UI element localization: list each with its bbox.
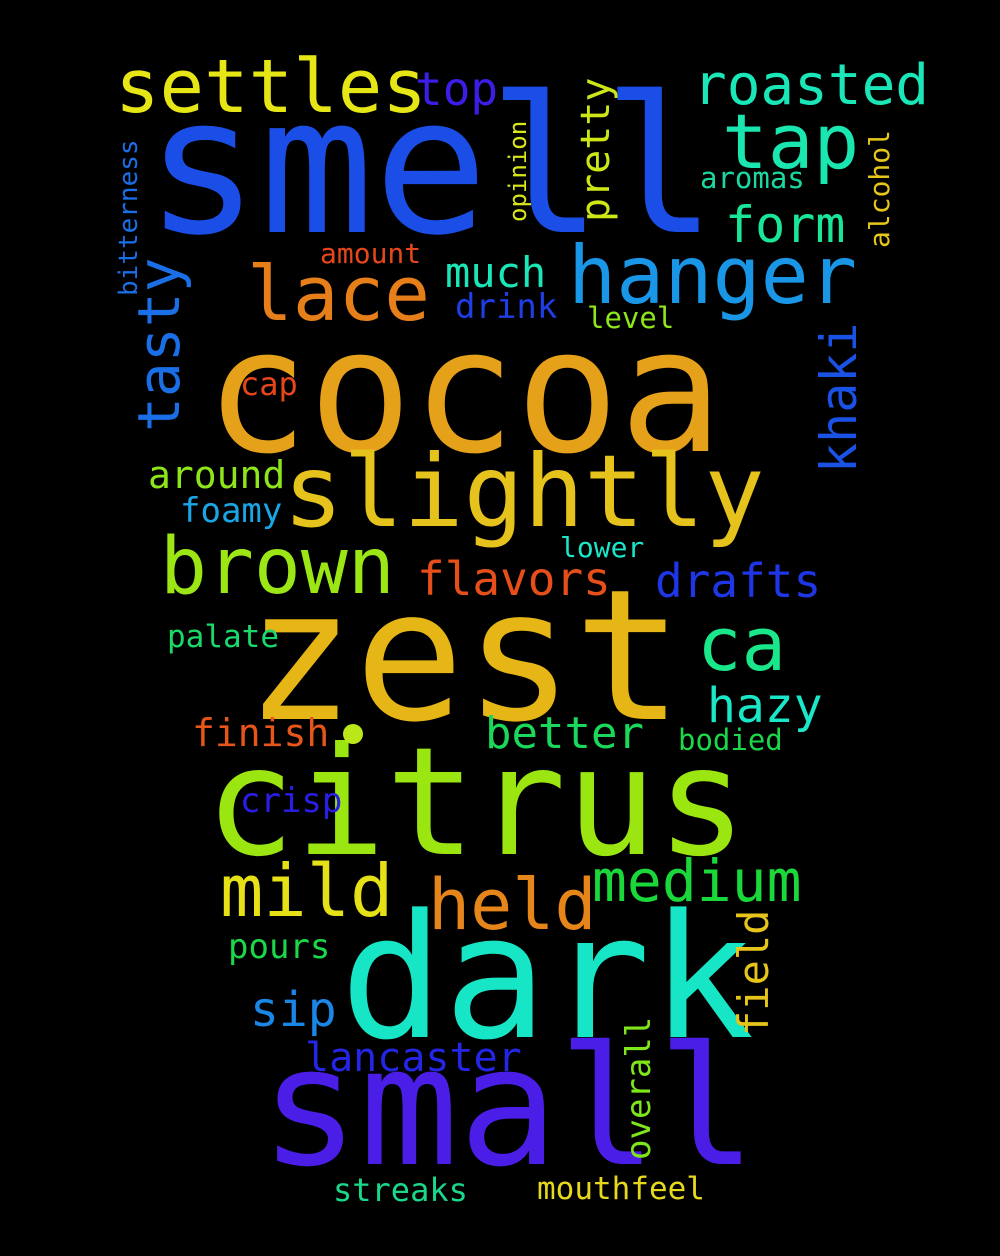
word-level: level bbox=[587, 301, 675, 335]
word-palate: palate bbox=[167, 619, 279, 655]
word-bitterness: bitterness bbox=[114, 139, 144, 296]
word-form: form bbox=[725, 196, 846, 254]
word-around: around bbox=[148, 453, 286, 497]
word-dark: dark bbox=[340, 877, 755, 1078]
word-hazy: hazy bbox=[707, 678, 823, 734]
word-mild: mild bbox=[220, 849, 394, 933]
word-cocoa: cocoa bbox=[205, 291, 723, 492]
word-khaki: khaki bbox=[810, 322, 868, 473]
word-ca: ca bbox=[697, 602, 787, 688]
word-citrus: citrus bbox=[205, 716, 747, 890]
word-drafts: drafts bbox=[655, 554, 822, 608]
word-finish: finish bbox=[192, 711, 330, 755]
word-slightly: slightly bbox=[283, 433, 765, 550]
word-lace: lace bbox=[247, 249, 431, 338]
word-cap: cap bbox=[240, 365, 298, 403]
word-flavors: flavors bbox=[417, 552, 611, 606]
word-bodied: bodied bbox=[678, 723, 783, 757]
word-crisp: crisp bbox=[240, 781, 343, 821]
word-hanger: hanger bbox=[568, 229, 857, 322]
word-drink: drink bbox=[455, 287, 558, 327]
word-brown: brown bbox=[160, 522, 395, 612]
word-small: small bbox=[260, 1011, 757, 1203]
word-lower: lower bbox=[560, 531, 645, 564]
word-aromas: aromas bbox=[700, 161, 805, 195]
word-tap: tap bbox=[722, 97, 860, 186]
word-field: field bbox=[729, 909, 778, 1036]
word-lancaster: lancaster bbox=[305, 1035, 522, 1081]
dot-mark bbox=[343, 724, 363, 744]
word-amount: amount bbox=[320, 237, 422, 270]
word-pours: pours bbox=[228, 927, 331, 967]
word-better: better bbox=[485, 708, 644, 759]
word-settles: settles bbox=[115, 44, 427, 130]
word-alcohol: alcohol bbox=[863, 129, 896, 248]
word-sip: sip bbox=[250, 982, 337, 1038]
word-pretty: pretty bbox=[573, 77, 619, 223]
word-roasted: roasted bbox=[693, 53, 930, 118]
word-smell: smell bbox=[145, 56, 717, 277]
word-streaks: streaks bbox=[333, 1171, 468, 1209]
word-overall: overall bbox=[619, 1016, 659, 1160]
word-much: much bbox=[445, 248, 547, 297]
word-foamy: foamy bbox=[180, 491, 283, 531]
word-mouthfeel: mouthfeel bbox=[537, 1171, 705, 1207]
word-opinion: opinion bbox=[504, 120, 532, 222]
word-zest: zest bbox=[245, 550, 684, 762]
word-medium: medium bbox=[592, 847, 802, 915]
word-held: held bbox=[428, 864, 597, 946]
word-top: top bbox=[415, 62, 499, 116]
